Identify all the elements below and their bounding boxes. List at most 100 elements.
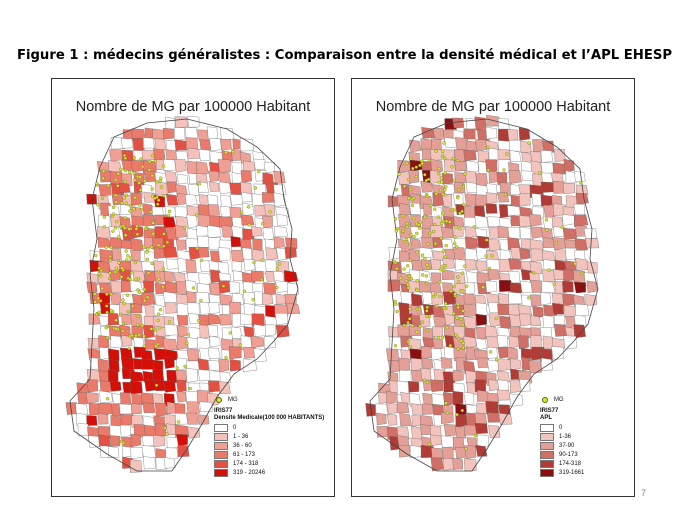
iris-area bbox=[274, 313, 288, 326]
mg-point bbox=[393, 217, 398, 221]
iris-area bbox=[218, 358, 229, 373]
mg-point bbox=[111, 212, 116, 216]
mg-point bbox=[481, 285, 485, 289]
iris-area bbox=[464, 259, 477, 271]
iris-area bbox=[396, 380, 410, 395]
mg-point bbox=[156, 243, 161, 247]
iris-area bbox=[219, 371, 232, 383]
mg-point bbox=[137, 333, 141, 337]
iris-area bbox=[420, 367, 432, 381]
mg-point bbox=[123, 216, 127, 220]
iris-area bbox=[174, 412, 189, 425]
iris-area bbox=[221, 224, 234, 238]
mg-point bbox=[433, 241, 438, 246]
iris-area bbox=[198, 272, 212, 285]
mg-point bbox=[404, 279, 409, 283]
mg-point bbox=[450, 207, 454, 212]
legend-class: 174 - 318 bbox=[214, 459, 324, 468]
mg-point bbox=[188, 386, 192, 391]
mg-point bbox=[105, 292, 109, 296]
iris-area bbox=[109, 380, 122, 392]
iris-area bbox=[475, 313, 487, 326]
iris-area bbox=[541, 280, 556, 293]
iris-area bbox=[162, 127, 176, 140]
iris-area bbox=[551, 292, 564, 305]
mg-point bbox=[125, 293, 130, 297]
iris-area bbox=[217, 159, 231, 173]
iris-area bbox=[498, 413, 513, 425]
mg-point bbox=[538, 171, 542, 175]
mg-point bbox=[458, 226, 462, 231]
mg-point bbox=[275, 285, 279, 290]
mg-point bbox=[140, 164, 145, 169]
mg-point bbox=[146, 247, 150, 251]
iris-area bbox=[107, 312, 120, 326]
iris-area bbox=[186, 214, 198, 229]
iris-area bbox=[153, 304, 165, 317]
iris-area bbox=[208, 302, 221, 315]
iris-area bbox=[432, 337, 444, 350]
iris-area bbox=[120, 357, 135, 371]
legend-class: 319 - 20246 bbox=[214, 468, 324, 477]
iris-area bbox=[153, 434, 166, 448]
mg-point bbox=[109, 245, 113, 250]
mg-point bbox=[495, 357, 499, 362]
iris-area bbox=[488, 226, 500, 239]
mg-point bbox=[155, 180, 159, 184]
mg-point bbox=[120, 266, 124, 270]
mg-point bbox=[129, 256, 133, 260]
iris-area bbox=[488, 379, 499, 392]
mg-point bbox=[167, 209, 172, 214]
iris-area bbox=[187, 148, 201, 160]
mg-point bbox=[444, 185, 448, 189]
iris-area bbox=[475, 302, 488, 317]
legend-class-label: 0 bbox=[559, 424, 563, 431]
iris-area bbox=[263, 204, 275, 216]
mg-point bbox=[427, 158, 431, 163]
mg-point bbox=[116, 172, 120, 176]
mg-point bbox=[135, 323, 140, 327]
iris-area bbox=[252, 238, 263, 253]
iris-area bbox=[219, 314, 232, 326]
mg-point bbox=[423, 257, 427, 261]
mg-point bbox=[145, 257, 149, 262]
iris-area bbox=[176, 325, 188, 338]
mg-point bbox=[409, 156, 413, 161]
map-legend: MG IRIS77 APL 0 1-36 37-90 90-173 174-31… bbox=[540, 397, 584, 477]
iris-area bbox=[398, 357, 411, 372]
iris-area bbox=[463, 391, 475, 405]
iris-area bbox=[440, 357, 453, 369]
iris-area bbox=[477, 357, 490, 368]
mg-point bbox=[418, 220, 422, 224]
iris-area bbox=[108, 359, 120, 373]
iris-area bbox=[431, 447, 444, 460]
mg-point bbox=[251, 298, 255, 302]
legend-field: APL bbox=[540, 415, 552, 421]
mg-point bbox=[459, 317, 463, 322]
mg-point bbox=[133, 260, 138, 265]
mg-point bbox=[449, 289, 453, 293]
iris-area bbox=[196, 161, 209, 175]
mg-point bbox=[440, 335, 445, 340]
mg-point bbox=[122, 301, 126, 306]
iris-area bbox=[276, 213, 288, 226]
mg-point bbox=[455, 245, 459, 249]
mg-point bbox=[440, 154, 445, 158]
iris-area bbox=[174, 116, 189, 128]
iris-area bbox=[130, 192, 142, 206]
mg-point bbox=[275, 267, 279, 271]
mg-point bbox=[451, 156, 455, 161]
mg-point bbox=[147, 168, 151, 172]
iris-area bbox=[130, 433, 142, 448]
mg-point bbox=[127, 227, 131, 231]
iris-area bbox=[208, 170, 220, 182]
iris-area bbox=[455, 426, 466, 439]
mg-point bbox=[114, 200, 118, 204]
mg-point bbox=[415, 250, 419, 255]
mg-point bbox=[185, 341, 189, 346]
mg-point bbox=[97, 310, 101, 314]
mg-point bbox=[138, 188, 143, 192]
iris-area bbox=[131, 128, 146, 139]
iris-area bbox=[251, 193, 264, 207]
iris-area bbox=[463, 335, 477, 349]
